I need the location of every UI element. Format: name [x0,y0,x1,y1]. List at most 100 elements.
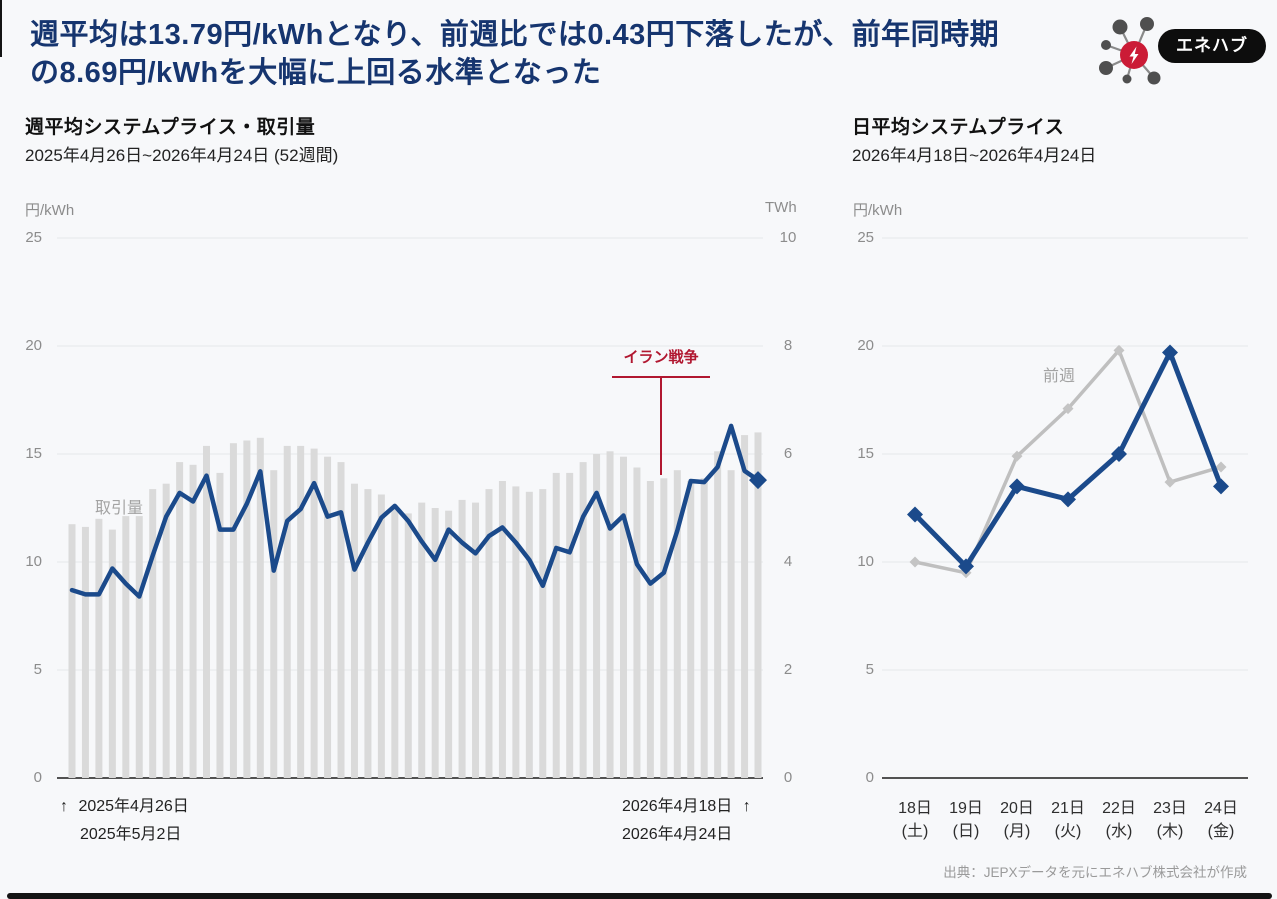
volume-bar [472,502,480,778]
current-week-marker [1060,491,1076,508]
prev-week-marker [1011,450,1023,462]
volume-bar [310,448,318,778]
volume-bar [646,481,654,778]
weekly-left-axis-unit: 円/kWh [25,202,75,219]
prev-week-series-label: 前週 [1043,368,1076,385]
axis-tick-label: 10 [857,553,874,570]
up-arrow-icon: ↑ [742,798,751,815]
axis-tick-label: 0 [33,769,42,786]
volume-bar [498,481,506,778]
annotation-pointer-line [660,376,662,475]
axis-tick-label: 2 [783,661,793,678]
volume-bar [95,518,103,778]
current-week-marker [1213,478,1229,495]
volume-bar [727,470,735,778]
day-label: 24日 (金) [1204,800,1238,840]
axis-tick-label: 25 [857,229,874,246]
daily-axis-unit: 円/kWh [853,202,903,219]
axis-tick-label: 6 [783,445,793,462]
volume-bar [579,462,587,778]
current-week-marker [907,506,923,523]
page-title-line2: の8.69円/kWhを大幅に上回る水準となった [30,57,602,89]
volume-bar [189,464,197,778]
axis-tick-label: 0 [865,769,874,786]
weekly-end-marker [749,471,768,490]
day-label: 21日 (火) [1051,800,1085,840]
lightning-bolt-icon [1129,46,1139,64]
day-label: 18日 (土) [898,800,932,840]
volume-bar [176,462,184,778]
volume-bar [485,489,493,778]
volume-bar [619,456,627,778]
weekly-chart-title: 週平均システムプライス・取引量 [25,117,316,138]
volume-bar [203,445,211,778]
volume-bar [243,440,251,778]
axis-tick-label: 15 [857,445,874,462]
weekly-price-line [69,423,761,599]
day-label: 23日 (木) [1153,800,1187,840]
volume-bar [350,483,358,778]
volume-bar [377,494,385,778]
axis-tick-label: 4 [783,553,793,570]
axis-tick-label: 5 [33,661,42,678]
day-label: 19日 (日) [949,800,983,840]
weekly-x-end-label: 2026年4月18日 ↑ [622,798,751,815]
weekly-x-start-label2: 2025年5月2日 [80,826,182,843]
volume-bar [552,472,560,778]
annotation-label: イラン戦争 [623,349,699,366]
weekly-right-axis-unit: TWh [765,199,797,216]
volume-bar [391,508,399,778]
axis-tick-label: 20 [25,337,42,354]
brand-logo: エネハブ [1096,8,1266,93]
volume-bar [512,486,520,778]
volume-bar [122,516,130,778]
volume-bar [445,510,453,778]
volume-series-label: 取引量 [95,500,144,517]
volume-bar [162,483,170,778]
volume-bar [431,508,439,778]
volume-bar [216,472,224,778]
volume-bar [673,470,681,778]
volume-bar [81,526,89,778]
volume-bar [256,437,264,778]
volume-bar [337,462,345,778]
volume-bar [324,456,332,778]
axis-tick-label: 15 [25,445,42,462]
weekly-x-start-label: ↑ 2025年4月26日 [60,798,189,815]
volume-bar [566,472,574,778]
axis-tick-label: 25 [25,229,42,246]
volume-bar [687,481,695,778]
prev-week-marker [1113,344,1125,356]
volume-bar [714,451,722,778]
volume-bar [270,470,278,778]
current-week-marker [958,558,974,575]
current-week-marker [1111,446,1127,462]
axis-tick-label: 20 [857,337,874,354]
current-week-marker [1009,478,1025,495]
page-title-line1: 週平均は13.79円/kWhとなり、前週比では0.43円下落したが、前年同時期 [30,19,1000,51]
prev-week-marker [960,567,972,579]
volume-bar [418,502,426,778]
volume-bar [741,435,749,778]
volume-bar [700,478,708,778]
prev-week-marker [1062,403,1074,415]
day-label: 22日 (水) [1102,800,1136,840]
prev-week-marker [1164,476,1176,488]
axis-tick-label: 0 [783,769,793,786]
weekly-chart-subtitle: 2025年4月26日~2026年4月24日 (52週間) [25,146,339,165]
prev-week-marker [1215,461,1227,473]
daily-chart-title: 日平均システムプライス [852,117,1065,138]
card-left-border [0,0,2,57]
axis-tick-label: 10 [25,553,42,570]
source-credit: 出典：JEPXデータを元にエネハブ株式会社が作成 [943,865,1247,880]
volume-bar [229,443,237,778]
volume-bar [149,489,157,778]
volume-bar [606,451,614,778]
current-week-marker [1162,344,1178,361]
card-bottom-border [7,893,1272,899]
volume-bar [593,454,601,778]
volume-bar [283,445,291,778]
volume-bar [297,445,305,778]
volume-bar [404,513,412,778]
